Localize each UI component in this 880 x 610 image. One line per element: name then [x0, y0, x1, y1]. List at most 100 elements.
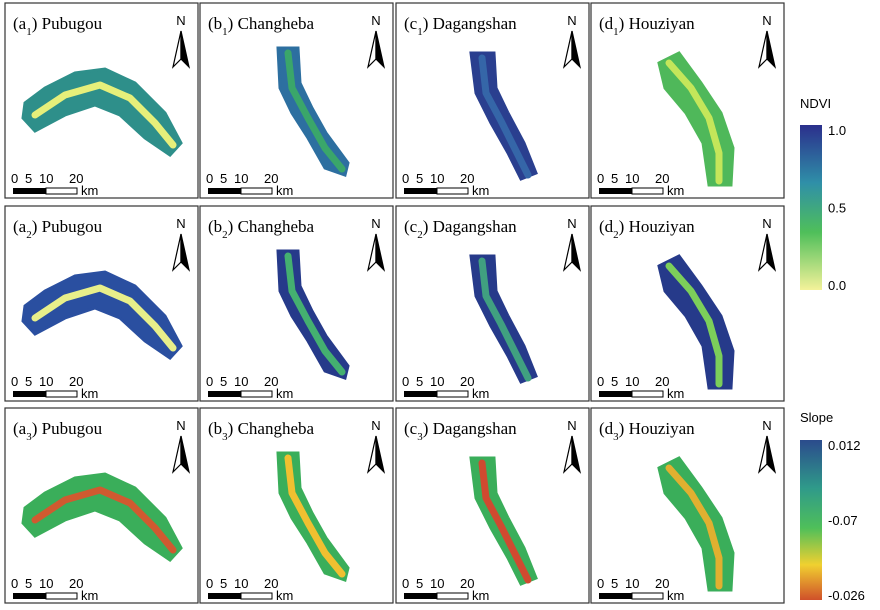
scale-label: 5 [25, 171, 32, 186]
panel-label-suffix: ) Changheba [228, 419, 315, 438]
panel-label-suffix: ) Houziyan [619, 14, 696, 33]
scale-bar-white [437, 188, 468, 194]
scale-label: 0 [597, 171, 604, 186]
scale-label: 10 [39, 576, 53, 591]
scale-label: 5 [220, 576, 227, 591]
scale-label: 10 [234, 576, 248, 591]
scale-bar-black [13, 188, 46, 194]
north-label: N [371, 216, 380, 231]
legend-colorbar [800, 440, 822, 600]
scale-label: 10 [430, 171, 444, 186]
scale-bar-white [632, 188, 663, 194]
scale-unit: km [472, 588, 489, 603]
scale-unit: km [81, 386, 98, 401]
scale-label: 10 [625, 374, 639, 389]
scale-label: 10 [430, 374, 444, 389]
scale-label: 0 [11, 374, 18, 389]
scale-bar-white [241, 188, 272, 194]
scale-label: 10 [234, 374, 248, 389]
scale-unit: km [472, 386, 489, 401]
panel-label-suffix: ) Pubugou [32, 217, 103, 236]
scale-bar-black [13, 391, 46, 397]
legend-title: Slope [800, 410, 833, 425]
scale-label: 5 [25, 374, 32, 389]
legend-colorbar [800, 125, 822, 290]
map-panel: (d2) HouziyanN051020km [591, 206, 784, 401]
scale-label: 0 [402, 576, 409, 591]
north-label: N [567, 13, 576, 28]
scale-label: 10 [39, 171, 53, 186]
panel-label-suffix: ) Pubugou [32, 14, 103, 33]
north-label: N [567, 216, 576, 231]
scale-label: 5 [611, 171, 618, 186]
scale-label: 5 [416, 374, 423, 389]
scale-bar-white [241, 593, 272, 599]
scale-bar-black [208, 188, 241, 194]
scale-unit: km [667, 386, 684, 401]
scale-unit: km [276, 386, 293, 401]
scale-unit: km [81, 588, 98, 603]
north-label: N [371, 13, 380, 28]
scale-bar-black [404, 188, 437, 194]
scale-label: 5 [611, 374, 618, 389]
scale-unit: km [472, 183, 489, 198]
scale-bar-white [46, 593, 77, 599]
scale-label: 0 [11, 171, 18, 186]
figure: (a1) PubugouN051020km(b1) ChanghebaN0510… [0, 0, 880, 610]
panel-label-suffix: ) Dagangshan [423, 14, 517, 33]
scale-unit: km [81, 183, 98, 198]
scale-bar-black [208, 593, 241, 599]
scale-label: 10 [430, 576, 444, 591]
scale-label: 0 [206, 171, 213, 186]
north-label: N [762, 216, 771, 231]
panel-label-prefix: (a [13, 14, 27, 33]
scale-label: 5 [416, 171, 423, 186]
map-panel: (b1) ChanghebaN051020km [200, 3, 393, 198]
north-label: N [762, 13, 771, 28]
scale-bar-black [404, 391, 437, 397]
panel-label-suffix: ) Changheba [228, 14, 315, 33]
scale-bar-black [13, 593, 46, 599]
scale-label: 5 [611, 576, 618, 591]
panel-label-prefix: (d [599, 217, 614, 236]
scale-unit: km [276, 183, 293, 198]
scale-bar-black [599, 391, 632, 397]
north-label: N [567, 418, 576, 433]
scale-bar-white [46, 391, 77, 397]
legend-tick-label: 0.0 [828, 278, 846, 293]
panel-label-suffix: ) Dagangshan [423, 217, 517, 236]
panel-label-suffix: ) Changheba [228, 217, 315, 236]
scale-label: 10 [234, 171, 248, 186]
scale-bar-black [208, 391, 241, 397]
panel-label-prefix: (d [599, 419, 614, 438]
legend-tick-label: -0.026 [828, 588, 865, 603]
legend-title: NDVI [800, 96, 831, 111]
panel-label-suffix: ) Houziyan [619, 419, 696, 438]
scale-unit: km [667, 183, 684, 198]
panel-label-suffix: ) Houziyan [619, 217, 696, 236]
scale-bar-white [632, 593, 663, 599]
scale-label: 10 [625, 171, 639, 186]
scale-label: 10 [39, 374, 53, 389]
panel-label-suffix: ) Pubugou [32, 419, 103, 438]
scale-bar-black [404, 593, 437, 599]
north-label: N [176, 216, 185, 231]
map-panel: (a1) PubugouN051020km [5, 3, 198, 198]
panel-label-prefix: (c [404, 14, 418, 33]
panel-label-prefix: (c [404, 419, 418, 438]
scale-label: 0 [206, 374, 213, 389]
scale-bar-black [599, 188, 632, 194]
panel-label-prefix: (b [208, 217, 222, 236]
scale-bar-white [241, 391, 272, 397]
scale-bar-white [46, 188, 77, 194]
panel-label-prefix: (a [13, 419, 27, 438]
north-label: N [176, 418, 185, 433]
scale-bar-white [437, 593, 468, 599]
panel-label-prefix: (b [208, 419, 222, 438]
map-panel: (c1) DagangshanN051020km [396, 3, 589, 198]
scale-label: 0 [597, 374, 604, 389]
